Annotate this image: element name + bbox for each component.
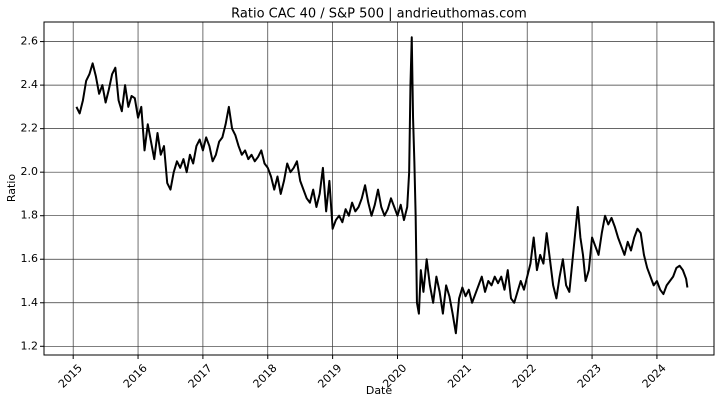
data-line [75,36,689,335]
chart-title: Ratio CAC 40 / S&P 500 | andrieuthomas.c… [231,7,527,22]
y-tick-label: 2.4 [21,78,39,91]
x-tick-label: 2022 [510,362,539,391]
x-tick-label: 2017 [186,362,215,391]
x-tick-label: 2024 [640,362,669,391]
y-tick-label: 2.0 [21,165,39,178]
x-axis-label: Date [366,384,393,397]
y-tick-label: 1.8 [21,209,39,222]
y-tick-label: 1.6 [21,252,39,265]
x-tick-label: 2018 [251,362,280,391]
x-tick-label: 2023 [575,362,604,391]
y-tick-label: 1.2 [21,339,39,352]
y-tick-label: 2.2 [21,122,39,135]
y-axis-label: Ratio [5,174,18,203]
x-tick-label: 2016 [121,362,150,391]
x-tick-label: 2021 [445,362,474,391]
x-tick-label: 2019 [315,362,344,391]
plot-frame [43,21,715,356]
y-tick-label: 2.6 [21,35,39,48]
x-tick-label: 2015 [56,362,85,391]
x-tick-label: 2020 [380,362,409,391]
y-tick-label: 1.4 [21,296,39,309]
